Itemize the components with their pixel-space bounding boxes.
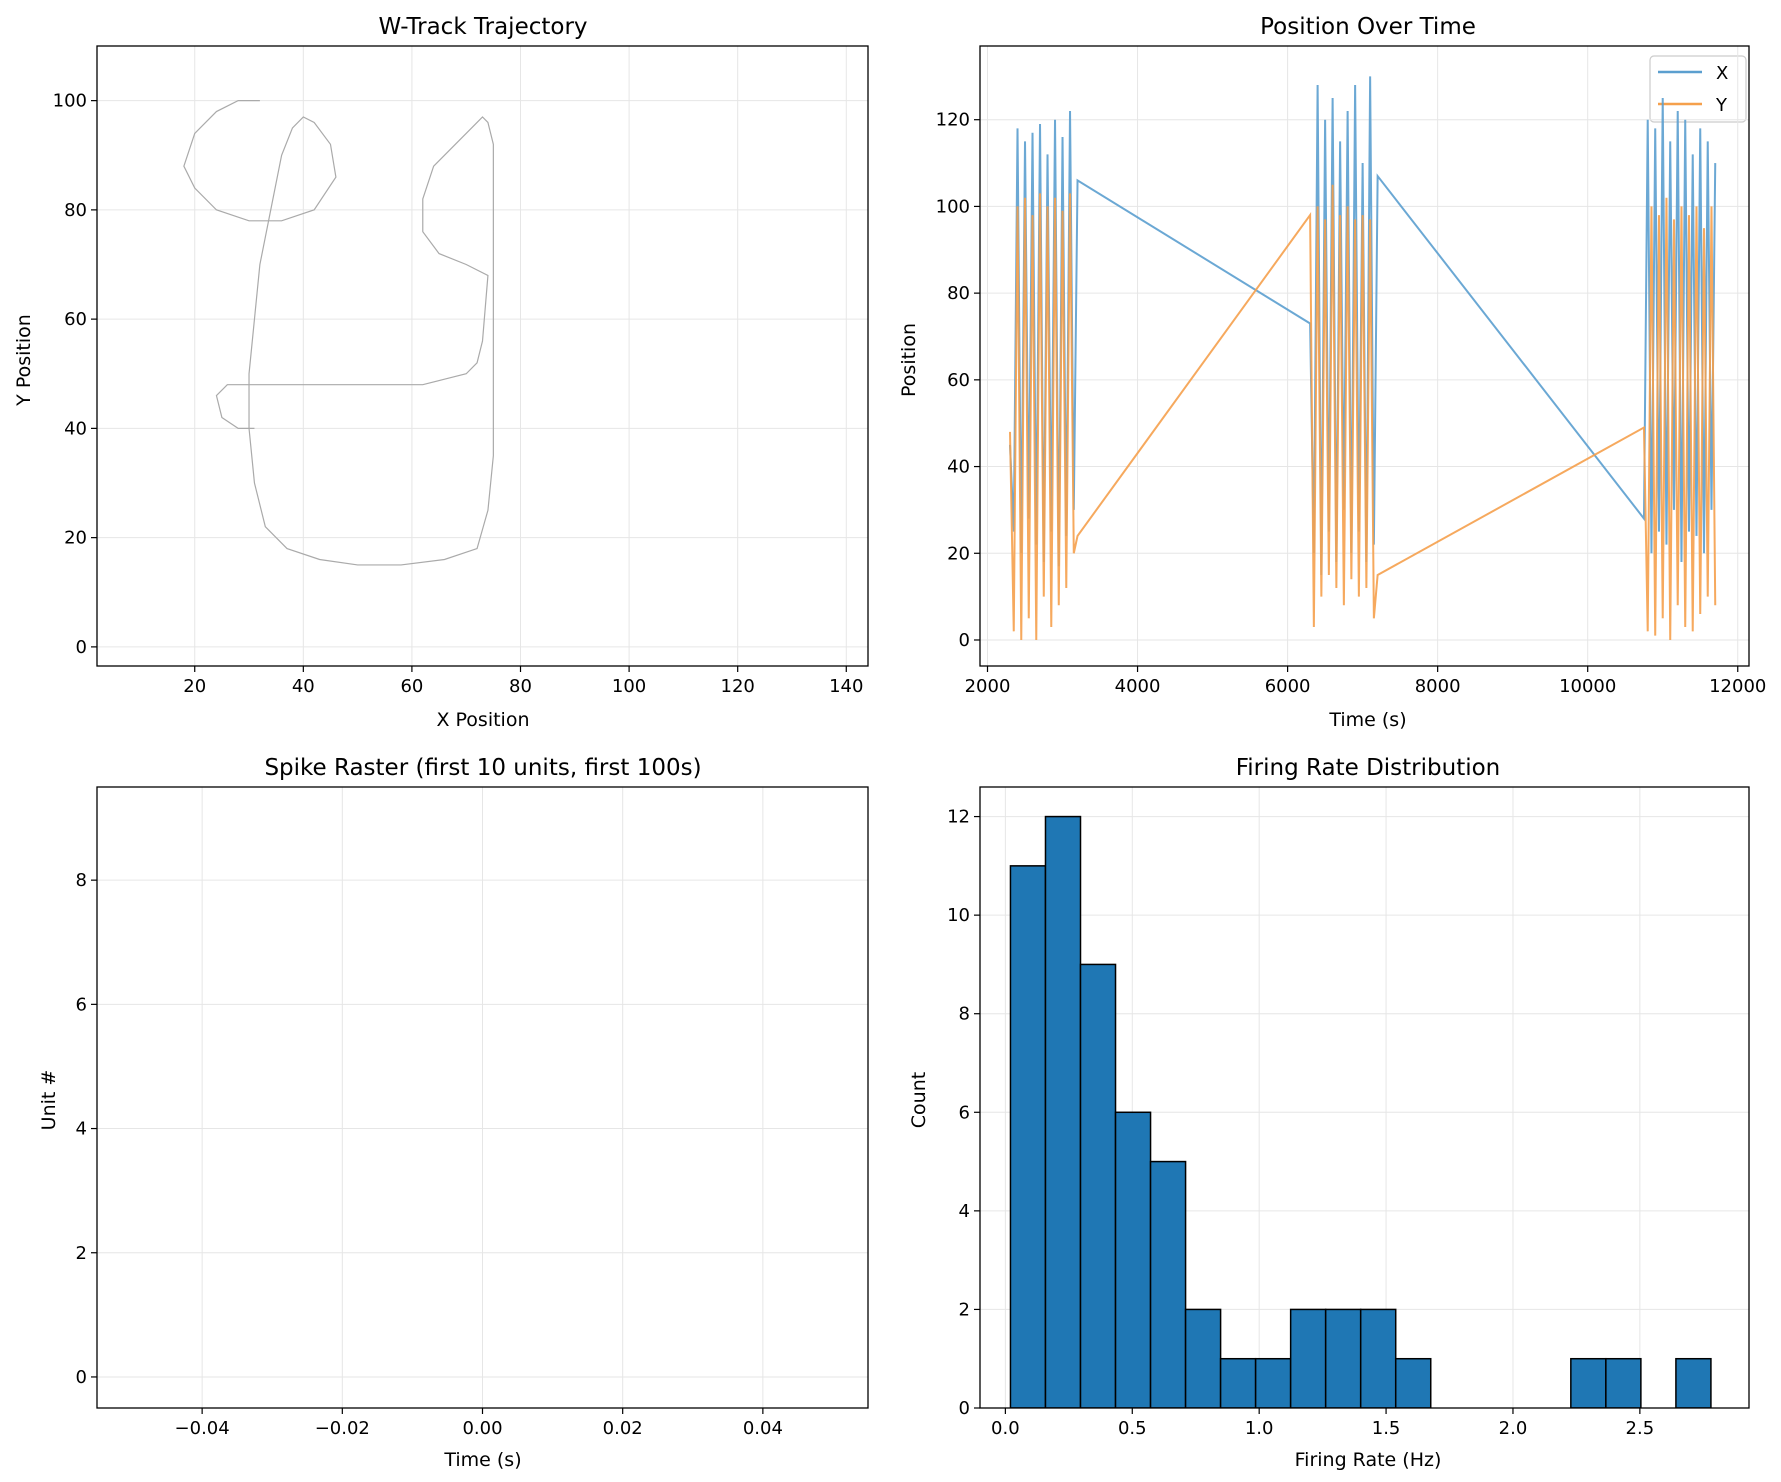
position-time-xtick-label: 10000 <box>1559 676 1616 697</box>
raster-ytick-label: 8 <box>76 870 87 891</box>
legend-box <box>1649 55 1747 123</box>
position-time-ytick-label: 60 <box>947 370 970 391</box>
histogram-bar <box>1289 1308 1327 1408</box>
histogram-ytick-label: 8 <box>959 1004 970 1025</box>
trajectory-ylabel: Y Position <box>13 314 35 407</box>
position-time-xtick-label: 2000 <box>965 676 1011 697</box>
position-time-axes-frame <box>979 45 1750 667</box>
trajectory-ytick-label: 20 <box>64 528 87 549</box>
raster-xtick-label: −0.04 <box>175 1418 230 1439</box>
histogram-bar <box>1394 1357 1432 1408</box>
histogram-axes-frame <box>979 786 1750 1409</box>
trajectory-ytick-label: 0 <box>76 637 87 658</box>
histogram-ytick-label: 12 <box>947 807 970 828</box>
histogram-ytick-label: 2 <box>959 1299 970 1320</box>
raster-ylabel: Unit # <box>38 1070 60 1131</box>
histogram-bar <box>1219 1357 1257 1408</box>
trajectory-ytick-label: 60 <box>64 309 87 330</box>
histogram-ytick-label: 6 <box>959 1102 970 1123</box>
trajectory-xlabel: X Position <box>436 709 529 731</box>
legend-label-y: Y <box>1715 95 1728 116</box>
trajectory-axes-frame <box>96 45 869 667</box>
position-time-ytick-label: 80 <box>947 283 970 304</box>
raster-ytick-label: 0 <box>76 1367 87 1388</box>
position-time-plot-area <box>1009 76 1717 640</box>
histogram-ytick-label: 10 <box>947 905 970 926</box>
raster-xtick-label: 0.02 <box>603 1418 643 1439</box>
histogram-bar <box>1079 963 1117 1408</box>
trajectory-title: W-Track Trajectory <box>378 14 587 40</box>
histogram-bar <box>1184 1308 1222 1408</box>
trajectory-xtick-label: 120 <box>721 676 755 697</box>
position-time-ytick-label: 0 <box>959 630 970 651</box>
position-time-ytick-label: 40 <box>947 457 970 478</box>
histogram-xtick-label: 2.0 <box>1499 1418 1528 1439</box>
position-time-xtick-label: 4000 <box>1115 676 1161 697</box>
raster-xlabel: Time (s) <box>443 1449 521 1471</box>
trajectory-ytick-label: 40 <box>64 418 87 439</box>
raster-xtick-label: −0.02 <box>315 1418 370 1439</box>
histogram-bar <box>1114 1111 1152 1408</box>
histogram-bar <box>1044 815 1082 1408</box>
trajectory-xtick-label: 60 <box>400 676 423 697</box>
histogram-xtick-label: 0.5 <box>1118 1418 1147 1439</box>
raster-xtick-label: 0.04 <box>743 1418 783 1439</box>
raster-ytick-label: 2 <box>76 1243 87 1264</box>
position-time-series-1 <box>1009 184 1717 640</box>
trajectory-xtick-label: 20 <box>183 676 206 697</box>
raster-ytick-label: 4 <box>76 1119 87 1140</box>
position-time-ytick-label: 120 <box>936 110 970 131</box>
trajectory-xtick-label: 80 <box>509 676 532 697</box>
trajectory-xtick-label: 40 <box>292 676 315 697</box>
histogram-bar <box>1675 1357 1712 1408</box>
histogram-bar <box>1149 1160 1187 1408</box>
histogram-xtick-label: 1.0 <box>1245 1418 1274 1439</box>
legend-label-x: X <box>1716 63 1728 84</box>
histogram-panel: Firing Rate Distribution Firing Rate (Hz… <box>908 755 1750 1471</box>
histogram-xtick-label: 2.5 <box>1626 1418 1655 1439</box>
histogram-xlabel: Firing Rate (Hz) <box>1295 1449 1442 1471</box>
position-title: Position Over Time <box>1260 14 1476 40</box>
histogram-bar <box>1009 865 1047 1408</box>
raster-xtick-label: 0.00 <box>462 1418 502 1439</box>
trajectory-xtick-label: 140 <box>829 676 863 697</box>
trajectory-plot-area <box>183 100 494 566</box>
histogram-bar <box>1254 1357 1292 1408</box>
histogram-bar <box>1605 1357 1642 1408</box>
raster-panel: Spike Raster (first 10 units, first 100s… <box>38 755 869 1471</box>
histogram-bar <box>1359 1308 1397 1408</box>
trajectory-ytick-label: 100 <box>53 91 87 112</box>
legend: X Y <box>1649 55 1747 123</box>
position-xlabel: Time (s) <box>1328 709 1406 731</box>
raster-title: Spike Raster (first 10 units, first 100s… <box>264 755 701 781</box>
trajectory-panel: W-Track Trajectory X Position Y Position… <box>13 14 869 731</box>
trajectory-xtick-label: 100 <box>612 676 646 697</box>
histogram-xtick-label: 0.0 <box>991 1418 1020 1439</box>
position-ylabel: Position <box>898 323 920 397</box>
position-panel: Position Over Time Time (s) Position X Y… <box>898 14 1766 731</box>
trajectory-ytick-label: 80 <box>64 200 87 221</box>
histogram-bar <box>1324 1308 1362 1408</box>
position-time-xtick-label: 8000 <box>1415 676 1461 697</box>
histogram-plot-area <box>1009 815 1712 1408</box>
histogram-ytick-label: 0 <box>959 1398 970 1419</box>
histogram-ytick-label: 4 <box>959 1201 970 1222</box>
histogram-ylabel: Count <box>908 1072 930 1128</box>
position-time-xtick-label: 6000 <box>1265 676 1311 697</box>
trajectory-path <box>183 100 494 566</box>
histogram-title: Firing Rate Distribution <box>1236 755 1501 781</box>
position-time-xtick-label: 12000 <box>1709 676 1766 697</box>
histogram-bar <box>1570 1357 1607 1408</box>
raster-ytick-label: 6 <box>76 994 87 1015</box>
position-time-ytick-label: 100 <box>936 196 970 217</box>
position-time-ytick-label: 20 <box>947 543 970 564</box>
histogram-xtick-label: 1.5 <box>1372 1418 1401 1439</box>
